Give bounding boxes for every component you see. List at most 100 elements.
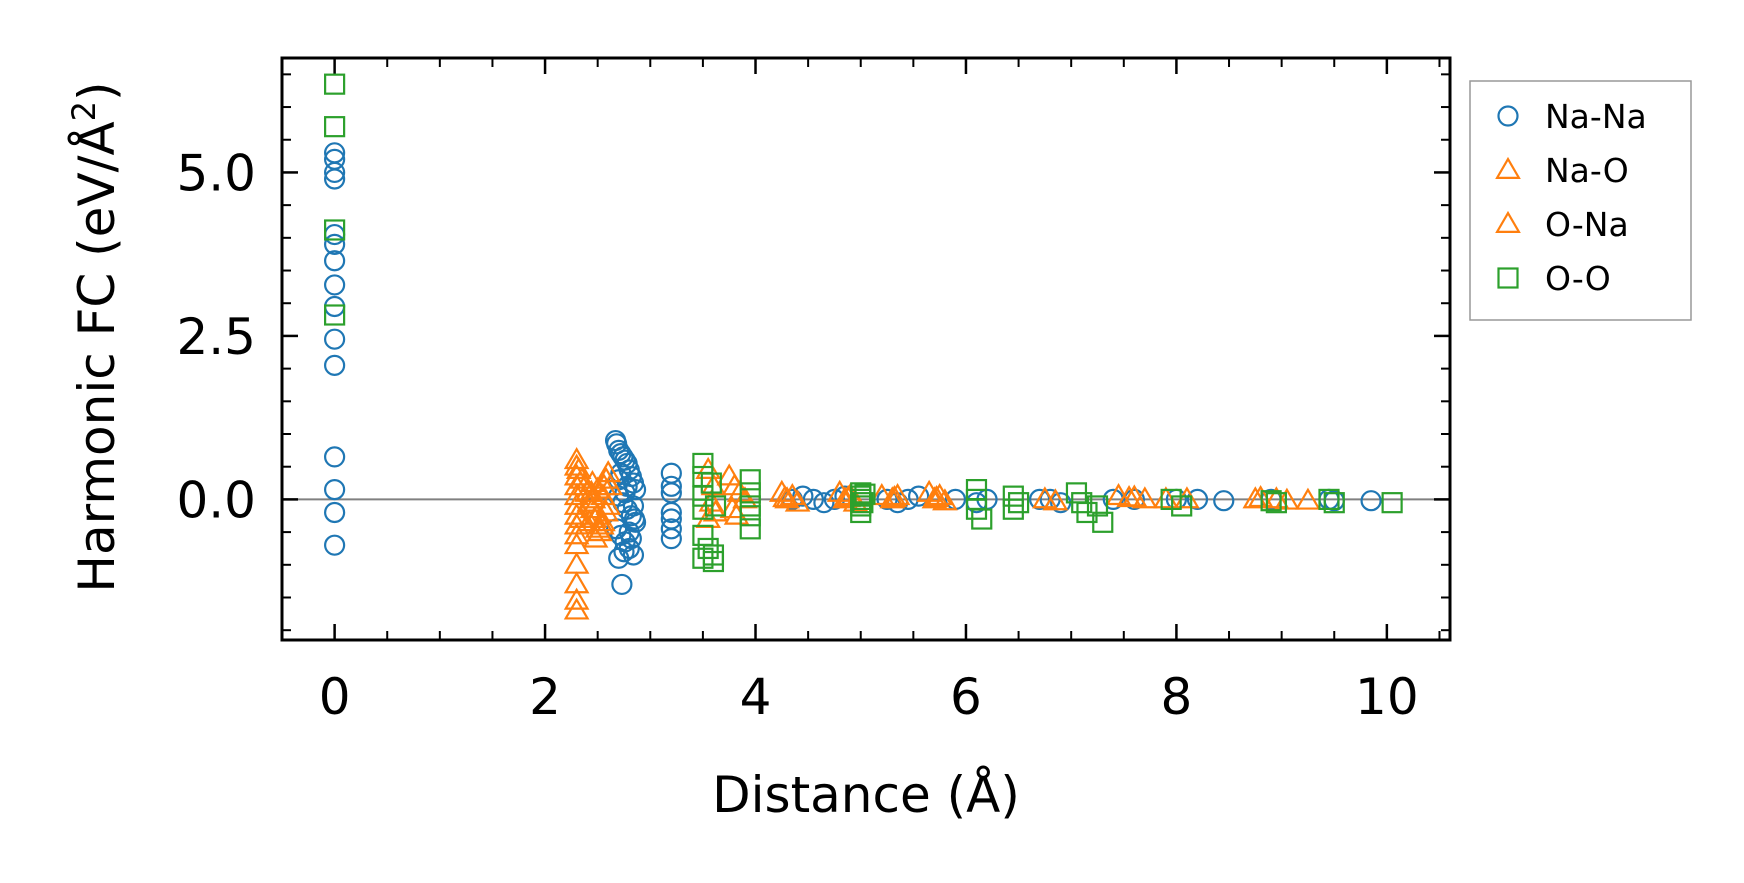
legend-entry-o-o: O-O	[1497, 259, 1611, 298]
point-o-o	[324, 116, 346, 138]
point-na-na	[802, 488, 824, 511]
legend-marker-o-o	[1497, 267, 1519, 289]
point-na-o	[842, 489, 869, 512]
point-na-o	[563, 447, 590, 470]
x-tick-label: 2	[529, 668, 561, 726]
point-na-o	[563, 597, 590, 620]
legend-marker-na-o	[1495, 156, 1521, 179]
point-o-o	[324, 219, 346, 241]
point-na-o	[1132, 486, 1158, 509]
point-na-o	[779, 483, 806, 506]
point-o-o	[739, 518, 761, 540]
y-axis-label-superscript: 2	[65, 101, 103, 121]
legend-label-o-na: O-Na	[1545, 205, 1629, 244]
point-na-na	[324, 274, 346, 296]
x-tick-label: 6	[950, 668, 982, 726]
point-na-na	[613, 541, 635, 563]
data-markers	[324, 73, 1403, 620]
point-na-o	[563, 571, 590, 594]
point-na-na	[1123, 488, 1145, 511]
point-na-o	[1042, 488, 1069, 511]
point-na-na	[620, 528, 642, 550]
point-na-na	[324, 161, 346, 184]
point-o-o	[697, 537, 719, 560]
point-o-o	[739, 469, 761, 491]
point-na-na	[1186, 488, 1209, 511]
point-o-o	[324, 304, 346, 326]
legend: Na-Na Na-O O-Na O-O	[1469, 80, 1692, 321]
point-na-o	[774, 486, 800, 509]
point-o-o	[854, 483, 876, 505]
series-o-o	[324, 73, 1403, 573]
point-o-o	[1086, 495, 1109, 517]
x-tick-label: 8	[1161, 668, 1193, 726]
x-tick-label: 0	[319, 668, 351, 726]
point-o-na	[578, 479, 605, 502]
point-o-o	[1002, 485, 1024, 507]
point-na-o	[695, 456, 721, 479]
legend-entry-na-o: Na-O	[1495, 151, 1629, 190]
point-na-o	[563, 587, 590, 610]
point-o-o	[1007, 492, 1030, 514]
point-o-o	[1260, 490, 1282, 512]
y-axis-label: Harmonic FC (eV/Å2)	[65, 81, 126, 592]
y-axis-label-main: Harmonic FC (eV/Å	[68, 121, 126, 592]
series-na-na	[324, 142, 1382, 596]
point-na-na	[1360, 490, 1382, 512]
point-o-o	[1323, 492, 1345, 514]
point-na-na	[813, 492, 835, 514]
point-o-o	[324, 73, 346, 95]
point-na-na	[622, 544, 645, 566]
point-na-na	[324, 534, 346, 556]
point-o-na	[923, 484, 950, 508]
point-na-o	[1295, 487, 1321, 510]
point-na-na	[324, 354, 346, 376]
point-na-o	[868, 483, 895, 506]
point-o-o	[971, 508, 993, 530]
point-na-o	[563, 551, 590, 574]
point-o-na	[568, 505, 594, 528]
point-na-na	[908, 485, 930, 507]
point-na-na	[660, 501, 682, 524]
point-o-o	[739, 482, 761, 504]
axis-ticks: 0 2 4 6 8 10 0.0 2.5 5.0	[176, 58, 1450, 726]
point-na-na	[324, 478, 346, 501]
legend-entry-o-na: O-Na	[1495, 205, 1629, 244]
point-o-o	[1381, 492, 1403, 514]
point-o-na	[589, 512, 615, 535]
point-na-o	[926, 483, 953, 506]
point-na-o	[884, 483, 911, 506]
point-o-o	[850, 485, 872, 507]
x-axis-label: Distance (Å)	[712, 766, 1020, 824]
point-o-o	[1002, 498, 1024, 520]
point-na-na	[792, 485, 814, 507]
point-o-o	[704, 495, 727, 517]
point-na-o	[586, 518, 613, 542]
point-na-na	[324, 501, 346, 524]
point-na-o	[879, 486, 906, 509]
x-tick-label: 10	[1355, 668, 1419, 726]
point-na-na	[614, 482, 636, 504]
point-na-na	[324, 250, 346, 272]
y-tick-label: 0.0	[176, 471, 256, 529]
point-na-o	[723, 502, 750, 525]
point-o-o	[1171, 495, 1193, 517]
point-o-o	[739, 505, 761, 527]
legend-entry-na-na: Na-Na	[1497, 97, 1647, 136]
point-na-na	[1213, 490, 1235, 512]
point-o-o	[692, 498, 714, 520]
point-o-o	[700, 472, 722, 494]
point-o-na	[597, 473, 624, 496]
point-na-na	[660, 518, 682, 540]
point-o-o	[1318, 488, 1340, 511]
point-o-o	[692, 524, 714, 546]
point-na-na	[660, 528, 682, 550]
x-tick-label: 4	[740, 668, 772, 726]
y-tick-label: 2.5	[176, 308, 256, 366]
y-axis-label-close: )	[68, 81, 126, 101]
point-na-na	[324, 328, 346, 350]
point-o-o	[1092, 511, 1114, 533]
point-o-na	[1116, 484, 1142, 508]
point-na-na	[608, 547, 630, 569]
